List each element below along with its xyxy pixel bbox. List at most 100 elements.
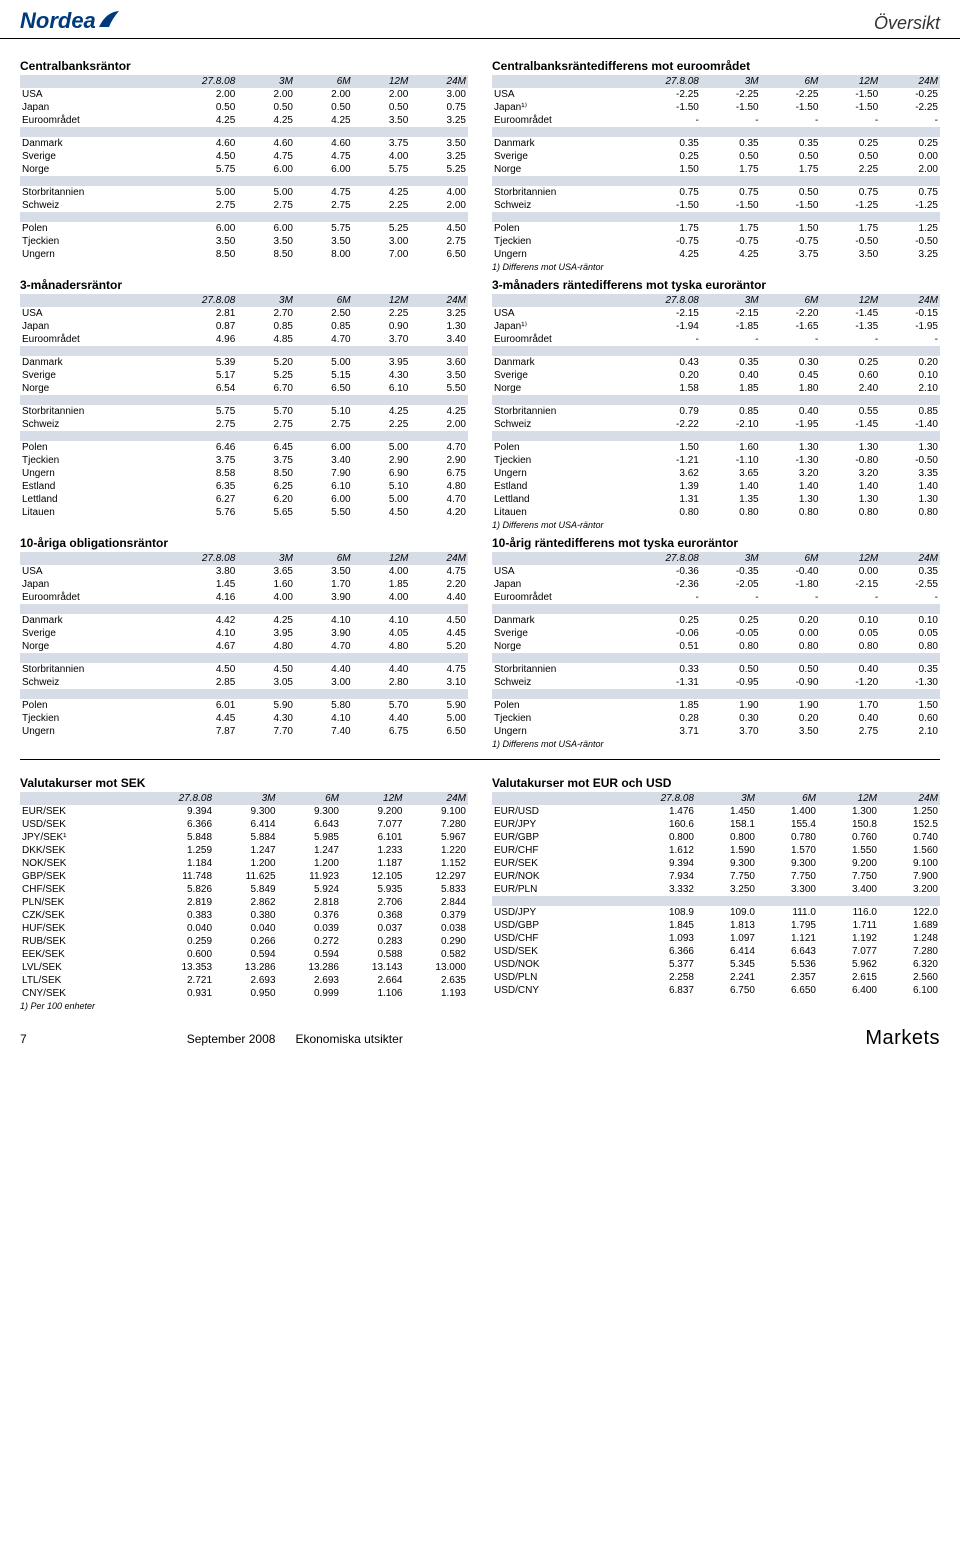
cell-value: 0.35 [701,356,761,369]
cell-value: 6.75 [353,725,411,738]
row-label: DKK/SEK [20,844,145,857]
cell-value: 5.377 [617,958,696,971]
row-label: USA [20,307,145,320]
row-label: Sverige [492,369,617,382]
cell-value: 158.1 [696,818,757,831]
group-spacer [20,604,468,614]
cell-value: 1.106 [341,987,404,1000]
cell-value: 0.20 [761,712,821,725]
cell-value: 4.45 [410,627,468,640]
cell-value: 0.80 [880,640,940,653]
cell-value: 9.200 [818,857,879,870]
cell-value: 8.50 [237,467,295,480]
cell-value: -1.20 [820,676,880,689]
table-row: NOK/SEK1.1841.2001.2001.1871.152 [20,857,468,870]
cell-value: 5.00 [145,186,237,199]
cell-value: 5.935 [341,883,404,896]
row-label: EUR/PLN [492,883,617,896]
row-label: Storbritannien [20,405,145,418]
cell-value: 3.75 [145,454,237,467]
cell-value: 0.80 [880,506,940,519]
cell-value: 4.70 [295,640,353,653]
cell-value: 3.50 [353,114,411,127]
row-label: USD/CHF [492,932,617,945]
row-label: Polen [492,699,617,712]
cell-value: -1.45 [820,307,880,320]
cell-value: 9.394 [617,857,696,870]
cell-value: 3.400 [818,883,879,896]
table-row: Norge0.510.800.800.800.80 [492,640,940,653]
cell-value: 5.70 [353,699,411,712]
cell-value: 5.75 [295,222,353,235]
cell-value: 1.590 [696,844,757,857]
table-row: HUF/SEK0.0400.0400.0390.0370.038 [20,922,468,935]
cell-value: 1.40 [761,480,821,493]
table-title: Centralbanksräntedifferens mot euroområd… [492,59,940,73]
table-row: EUR/GBP0.8000.8000.7800.7600.740 [492,831,940,844]
cell-value: 3.00 [295,676,353,689]
cell-value: 0.039 [278,922,341,935]
row-label: Litauen [20,506,145,519]
cell-value: 5.10 [353,480,411,493]
table-row: Polen1.851.901.901.701.50 [492,699,940,712]
cell-value: 4.25 [295,114,353,127]
table-title: Centralbanksräntor [20,59,468,73]
row-label: Tjeckien [492,712,617,725]
row-label: EUR/SEK [20,805,145,818]
row-label: Euroområdet [492,114,617,127]
cell-value: 0.85 [295,320,353,333]
cell-value: 1.75 [820,222,880,235]
row-label: Schweiz [492,676,617,689]
group-spacer [20,212,468,222]
cell-value: 4.40 [295,663,353,676]
column-header: 6M [295,552,353,565]
row-label: Danmark [20,137,145,150]
row-label: Schweiz [492,199,617,212]
table-row: Tjeckien0.280.300.200.400.60 [492,712,940,725]
footer-title: Ekonomiska utsikter [295,1032,402,1046]
cell-value: -1.50 [701,101,761,114]
row-label: Ungern [492,467,617,480]
cell-value: 1.187 [341,857,404,870]
cell-value: -0.75 [701,235,761,248]
cell-value: - [617,333,700,346]
table-row: Lettland6.276.206.005.004.70 [20,493,468,506]
cell-value: 3.35 [880,467,940,480]
cell-value: 5.848 [145,831,214,844]
cell-value: 0.40 [701,369,761,382]
cell-value: 3.50 [820,248,880,261]
row-label: Polen [492,222,617,235]
cell-value: 0.800 [617,831,696,844]
cell-value: 0.30 [701,712,761,725]
cell-value: -1.25 [880,199,940,212]
cell-value: -0.25 [880,88,940,101]
cell-value: 1.50 [617,163,700,176]
cell-value: 2.635 [404,974,468,987]
row-label: Tjeckien [492,235,617,248]
cell-value: 2.615 [818,971,879,984]
data-table: 27.8.083M6M12M24MUSA2.002.002.002.003.00… [20,75,468,261]
cell-value: 9.300 [757,857,818,870]
column-header: 6M [295,294,353,307]
cell-value: 0.75 [701,186,761,199]
cell-value: 0.40 [761,405,821,418]
cell-value: 0.379 [404,909,468,922]
cell-value: 2.25 [353,199,411,212]
row-label: Danmark [492,137,617,150]
cell-value: 8.00 [295,248,353,261]
cell-value: 4.50 [145,150,237,163]
row-label: CNY/SEK [20,987,145,1000]
cell-value: 0.040 [214,922,277,935]
row-label: Sverige [20,150,145,163]
cell-value: 2.560 [879,971,940,984]
cell-value: 4.00 [237,591,295,604]
cell-value: 0.79 [617,405,700,418]
table-row: Polen6.015.905.805.705.90 [20,699,468,712]
cell-value: 4.30 [237,712,295,725]
column-header: 27.8.08 [617,75,700,88]
page-footer: 7 September 2008 Ekonomiska utsikter Mar… [0,1011,960,1062]
cell-value: 0.80 [617,506,700,519]
cell-value: 4.67 [145,640,237,653]
cell-value: 0.35 [880,663,940,676]
cell-value: - [701,333,761,346]
